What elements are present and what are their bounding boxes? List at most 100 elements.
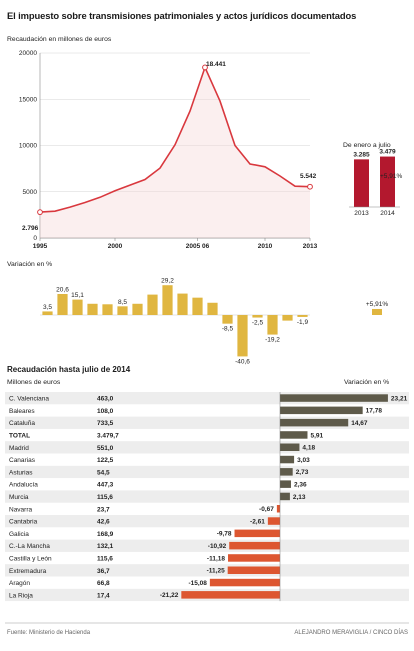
- x-tick-label: 2013: [303, 243, 318, 250]
- variation-value-label: -1,9: [297, 319, 309, 326]
- inset-bar: [380, 156, 395, 207]
- region-bar: [276, 505, 280, 513]
- x-tick-label: 2005 06: [186, 243, 210, 250]
- region-change-label: 2,73: [296, 469, 309, 476]
- variation-bar: [162, 285, 173, 315]
- variation-bar: [222, 315, 233, 324]
- variation-bar: [282, 315, 293, 321]
- region-change-label: -11,18: [207, 555, 225, 562]
- region-change-label: 17,78: [366, 408, 383, 415]
- region-right-header: Variación en %: [344, 379, 389, 386]
- region-change-label: 2,13: [293, 494, 306, 501]
- region-change-label: -2,61: [250, 518, 265, 525]
- table-row: Asturias 54,5 2,73: [5, 465, 409, 479]
- table-row: Canarias 122,5 3,03: [9, 455, 310, 464]
- table-row: Navarra 23,7 -0,67: [9, 505, 280, 513]
- line-area: [40, 67, 310, 239]
- row-stripe: [5, 441, 409, 454]
- table-row: Castilla y León 115,6 -11,18: [9, 554, 280, 563]
- region-change-label: 5,91: [310, 432, 323, 439]
- region-bar: [227, 566, 280, 574]
- region-name: Castilla y León: [9, 556, 52, 563]
- region-amount: 66,8: [97, 580, 110, 587]
- region-change-label: -21,22: [160, 592, 179, 599]
- x-tick-label: 1995: [33, 243, 48, 250]
- region-change-label: 14,67: [351, 420, 368, 427]
- variation-bar: [117, 306, 128, 315]
- inset-value-label: 3.479: [379, 149, 396, 156]
- variation-bar: [177, 293, 188, 315]
- row-stripe: [5, 490, 409, 503]
- source-note: Fuente: Ministerio de Hacienda: [7, 630, 91, 636]
- inset-bar: [354, 159, 369, 207]
- region-bar: [280, 418, 349, 427]
- inset-value-label: 3.285: [353, 151, 370, 158]
- region-bar: [267, 517, 280, 525]
- region-amount: 36,7: [97, 568, 110, 575]
- region-name: La Rioja: [9, 592, 33, 599]
- variation-bar: [72, 299, 83, 315]
- region-bar: [280, 406, 363, 415]
- region-amount: 23,7: [97, 506, 110, 513]
- side-variation-label: +5,91%: [366, 301, 388, 308]
- table-row: C. Valenciana 463,0 23,21: [5, 392, 409, 405]
- region-name: C. Valenciana: [9, 396, 49, 403]
- row-stripe: [5, 564, 409, 577]
- x-tick-label: 2010: [258, 243, 273, 250]
- region-amount: 551,0: [97, 445, 114, 452]
- table-row: Extremadura 36,7 -11,25: [5, 564, 409, 577]
- variation-value-label: -40,6: [235, 358, 250, 365]
- table-row: Galicia 168,9 -9,78: [9, 529, 280, 538]
- variation-bar: [132, 303, 143, 315]
- variation-value-label: 20,6: [56, 286, 69, 293]
- region-change-label: -15,08: [188, 580, 207, 587]
- region-amount: 115,6: [97, 494, 113, 501]
- region-name: Canarias: [9, 457, 36, 464]
- region-change-label: -0,67: [259, 506, 274, 513]
- region-change-label: -11,25: [207, 568, 225, 575]
- region-table: C. Valenciana 463,0 23,21 Baleares 108,0 17,7…: [5, 392, 409, 602]
- table-row: Andalucía 447,3 2,36: [9, 480, 307, 489]
- region-name: Madrid: [9, 445, 29, 452]
- table-row: Murcia 115,6 2,13: [5, 490, 409, 503]
- region-name: TOTAL: [9, 433, 30, 440]
- region-amount: 132,1: [97, 543, 114, 550]
- side-variation-bar: [372, 308, 382, 315]
- inset-category-label: 2013: [354, 210, 369, 217]
- variation-value-label: 3,5: [43, 304, 52, 311]
- region-bar: [280, 455, 295, 464]
- region-name: Extremadura: [9, 568, 47, 575]
- credit-note: ALEJANDRO MERAVIGLIA / CINCO DÍAS: [294, 629, 408, 636]
- last-value-label: 5.542: [300, 173, 317, 180]
- variation-chart: 3,5 20,615,1 8,5 29,2 -8,5 -40,6 -2,5 -19,2 -1,9…: [40, 278, 388, 365]
- table-row: La Rioja 17,4 -21,22: [5, 588, 409, 602]
- region-title: Recaudación hasta julio de 2014: [7, 365, 131, 374]
- row-stripe: [5, 465, 409, 479]
- region-bar: [234, 529, 280, 538]
- variation-bar: [87, 303, 98, 315]
- table-row: Baleares 108,0 17,78: [9, 406, 383, 415]
- region-change-label: 3,03: [297, 457, 310, 464]
- variation-value-label: -19,2: [265, 337, 280, 344]
- region-change-label: -10,92: [208, 543, 227, 550]
- y-tick-label: 10000: [19, 143, 37, 150]
- region-amount: 54,5: [97, 469, 110, 476]
- line-point-marker: [37, 209, 43, 216]
- region-bar: [280, 492, 290, 501]
- region-name: C.-La Mancha: [9, 543, 50, 550]
- region-amount: 17,4: [97, 592, 110, 599]
- region-name: Andalucía: [9, 482, 38, 489]
- region-amount: 3.479,7: [97, 433, 119, 440]
- line-point-marker: [307, 183, 313, 190]
- region-bar: [280, 468, 293, 476]
- variation-value-label: 8,5: [118, 299, 127, 306]
- region-name: Cantabria: [9, 519, 38, 526]
- variation-bar: [192, 297, 203, 315]
- table-row: Cantabria 42,6 -2,61: [5, 515, 409, 528]
- table-row: C.-La Mancha 132,1 -10,92: [5, 539, 409, 552]
- row-stripe: [5, 416, 409, 429]
- variation-value-label: -8,5: [222, 326, 234, 333]
- table-row: Madrid 551,0 4,18: [5, 441, 409, 454]
- variation-value-label: 15,1: [71, 292, 84, 299]
